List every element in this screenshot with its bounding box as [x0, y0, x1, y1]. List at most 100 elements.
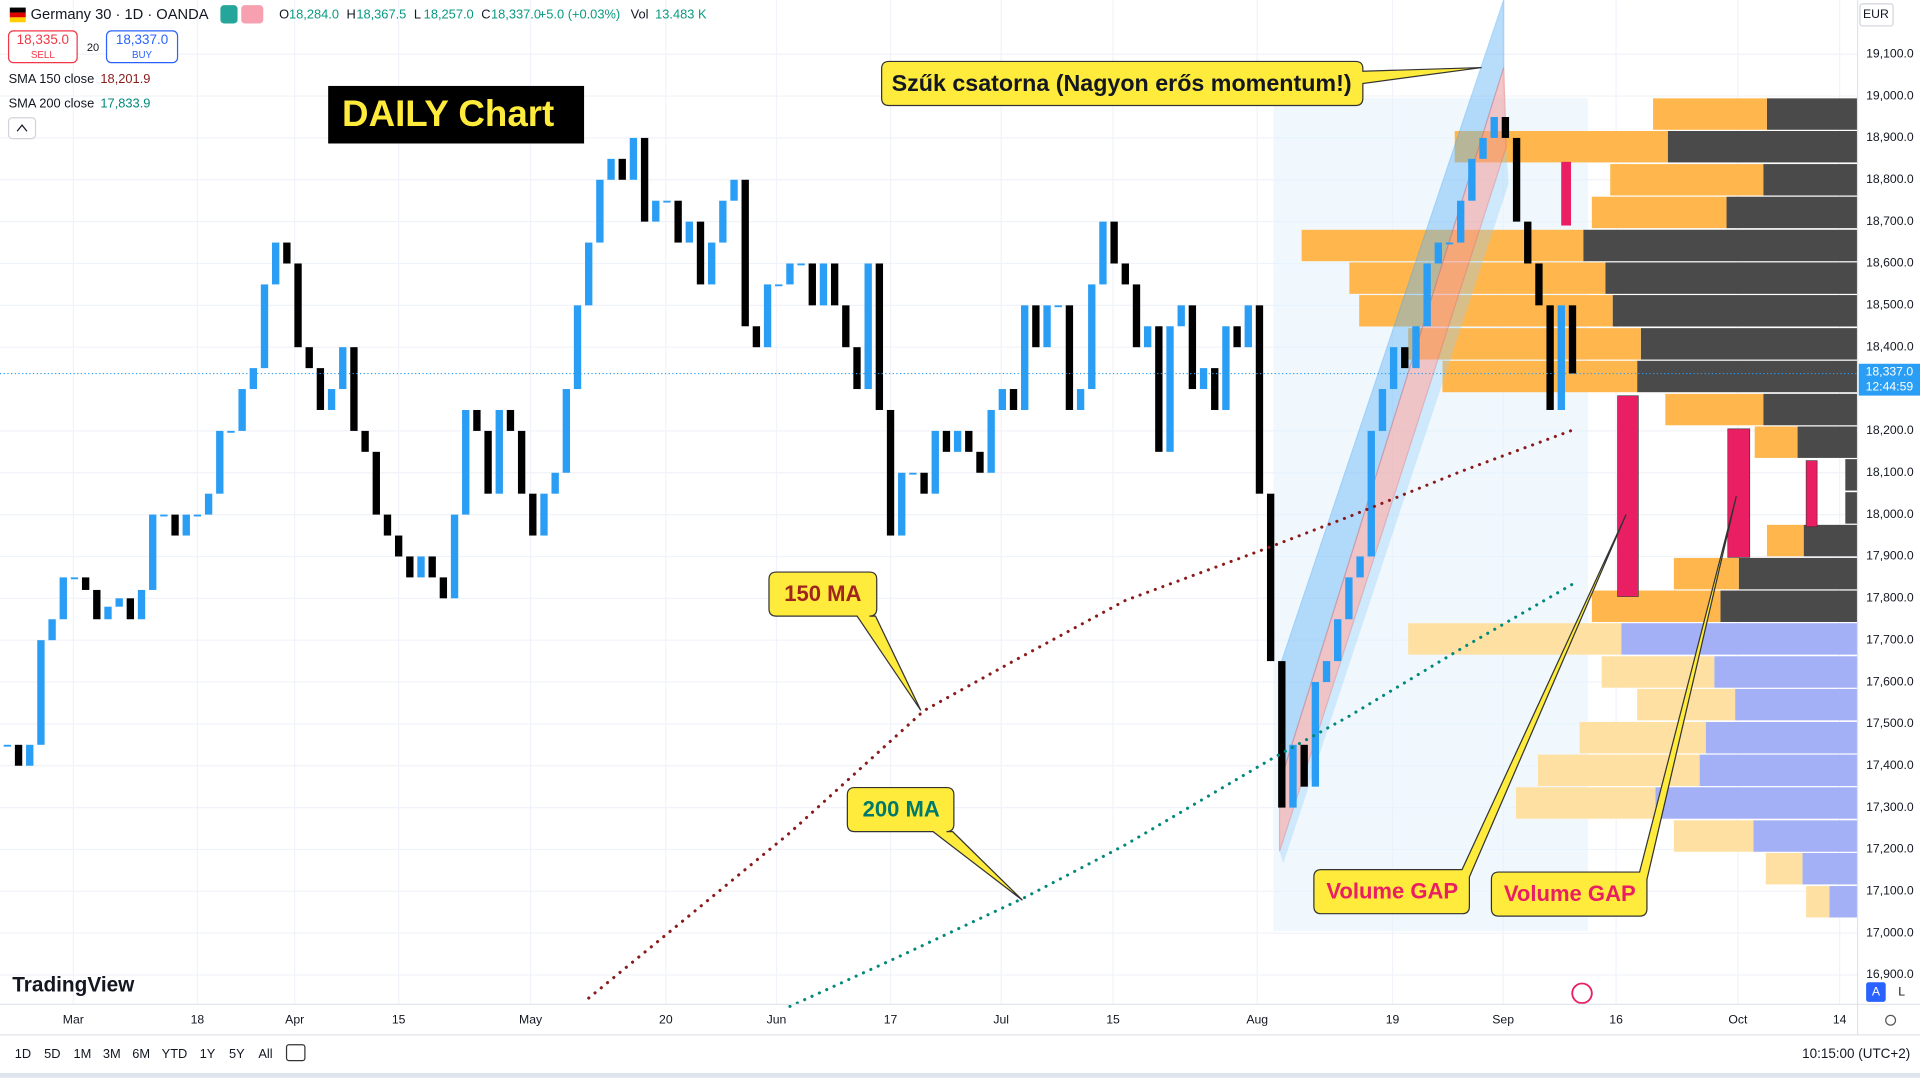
volume-bar — [1720, 590, 1858, 622]
candle — [573, 305, 582, 390]
candle — [327, 389, 336, 410]
range-button[interactable]: YTD — [162, 1046, 188, 1061]
currency: EUR — [1863, 7, 1889, 21]
x-tick-label: Jun — [767, 1012, 787, 1026]
x-tick-label: May — [519, 1012, 543, 1026]
candle — [1278, 661, 1286, 808]
indicator-name[interactable]: SMA 200 close — [9, 96, 95, 111]
x-tick-label: 14 — [1833, 1012, 1847, 1026]
candle — [1535, 263, 1543, 306]
range-button[interactable]: 6M — [132, 1046, 150, 1061]
axis-button[interactable]: L — [1898, 984, 1905, 998]
candle — [1143, 326, 1152, 348]
candle — [227, 430, 235, 433]
y-tick-label: 17,200.0 — [1866, 842, 1914, 856]
date-range-icon[interactable] — [285, 1044, 306, 1062]
candle — [484, 430, 492, 494]
bottom-toolbar — [0, 1034, 1920, 1078]
candle — [1121, 263, 1129, 285]
volume-bar — [1591, 196, 1727, 229]
gap-markers — [1561, 161, 1818, 597]
price-tag-value: 18,337.0 — [1866, 365, 1914, 379]
candle — [741, 179, 749, 327]
candle — [629, 137, 638, 180]
moving-average — [587, 428, 1575, 1000]
buy-button[interactable] — [105, 30, 179, 64]
indicator-name[interactable]: SMA 150 close — [9, 71, 95, 86]
annotation-box — [328, 85, 585, 144]
candle — [708, 242, 716, 285]
y-tick-label: 17,600.0 — [1866, 674, 1914, 688]
candle — [26, 744, 34, 766]
range-button[interactable]: All — [258, 1046, 272, 1061]
x-tick-label: Apr — [285, 1012, 304, 1026]
moving-average — [788, 582, 1575, 1008]
ohlc-label: L — [414, 6, 421, 21]
candle — [886, 409, 895, 536]
auto-scale-button[interactable] — [1866, 982, 1886, 1002]
candle — [305, 347, 313, 369]
range-button[interactable]: 5D — [44, 1046, 60, 1061]
sell-label: SELL — [31, 50, 55, 61]
range-button[interactable]: 3M — [103, 1046, 121, 1061]
volume-bar — [1515, 787, 1656, 819]
x-tick-label: 15 — [392, 1012, 406, 1026]
replay-icon[interactable] — [1571, 982, 1593, 1004]
volume-bar — [1753, 820, 1858, 852]
ohlc-value: 18,337.0 — [491, 6, 541, 21]
candle — [204, 493, 213, 515]
volume-bar — [1806, 886, 1830, 918]
brand[interactable]: TradingView — [12, 973, 135, 996]
candle — [406, 556, 414, 578]
candle — [1021, 305, 1029, 410]
candle — [283, 242, 291, 264]
candle — [1490, 116, 1498, 138]
candle — [1512, 137, 1521, 222]
candle — [1345, 577, 1353, 620]
range-button[interactable]: 1Y — [200, 1046, 216, 1061]
candle — [1155, 326, 1163, 452]
candle — [942, 430, 951, 452]
volume-bar — [1579, 721, 1706, 754]
range-button[interactable]: 5Y — [229, 1046, 245, 1061]
candle — [3, 744, 12, 747]
y-tick-label: 18,800.0 — [1866, 172, 1914, 186]
candle — [294, 263, 302, 348]
range-button[interactable]: 1D — [15, 1046, 31, 1061]
candle — [842, 305, 850, 348]
candle — [394, 535, 403, 557]
y-tick-label: 19,000.0 — [1866, 88, 1914, 102]
volume-bar — [1797, 426, 1858, 458]
volume-bar — [1829, 886, 1858, 918]
settings-icon[interactable] — [1885, 1014, 1897, 1026]
volume-bar — [1766, 524, 1804, 557]
volume-bar — [1803, 524, 1858, 557]
currency-button[interactable] — [1859, 3, 1894, 27]
volume-bar — [1726, 196, 1858, 229]
candle — [238, 389, 246, 431]
candle — [1199, 368, 1208, 390]
volume-bar — [1612, 295, 1858, 327]
symbol[interactable]: Germany 30 · 1D · OANDA — [31, 7, 209, 23]
toolbar-edge — [0, 1072, 1920, 1078]
clock[interactable]: 10:15:00 (UTC+2) — [1802, 1046, 1910, 1061]
candle — [104, 606, 112, 620]
candle — [998, 389, 1007, 410]
sell-button[interactable] — [7, 30, 78, 64]
gap-marker — [1805, 460, 1818, 528]
volume-bar — [1349, 262, 1606, 294]
range-button[interactable]: 1M — [73, 1046, 91, 1061]
volume-bar — [1699, 754, 1858, 787]
candle — [830, 263, 839, 306]
x-tick-label: 17 — [884, 1012, 898, 1026]
collapse-button[interactable] — [7, 117, 37, 140]
candle — [920, 472, 928, 494]
volume-bar — [1802, 852, 1858, 885]
candle — [1099, 221, 1107, 285]
vol-value: 13.483 K — [655, 6, 707, 21]
candle — [719, 200, 727, 243]
annotation: Volume GAP — [1504, 881, 1636, 906]
volume-bar — [1665, 393, 1764, 426]
candle — [1043, 305, 1051, 348]
ohlc-label: O — [279, 6, 289, 21]
